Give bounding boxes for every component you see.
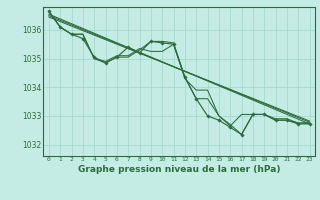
- X-axis label: Graphe pression niveau de la mer (hPa): Graphe pression niveau de la mer (hPa): [78, 165, 280, 174]
